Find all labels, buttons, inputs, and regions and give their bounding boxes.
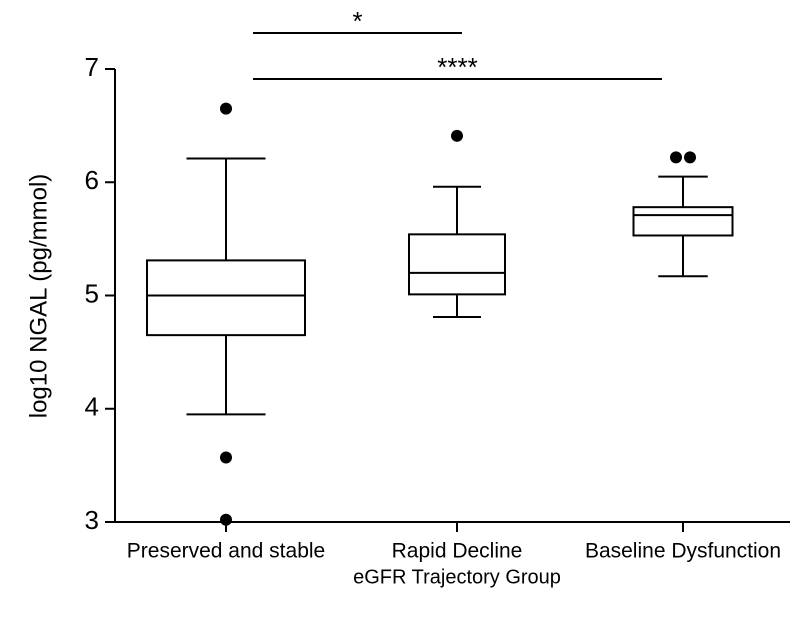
y-tick-label: 3 xyxy=(85,505,99,535)
outlier xyxy=(220,451,232,464)
box xyxy=(408,233,506,296)
x-axis-title: eGFR Trajectory Group xyxy=(353,566,561,588)
y-tick-label: 5 xyxy=(85,278,99,308)
outlier xyxy=(684,151,696,164)
y-tick-label: 4 xyxy=(85,392,99,422)
box xyxy=(632,206,734,237)
outlier xyxy=(220,102,232,115)
outlier xyxy=(220,513,232,526)
significance-label: * xyxy=(352,6,362,36)
x-tick-label: Baseline Dysfunction xyxy=(585,540,781,563)
x-tick-label: Rapid Decline xyxy=(392,540,523,563)
significance-label: **** xyxy=(437,52,477,82)
y-axis-title: log10 NGAL (pg/mmol) xyxy=(25,174,52,419)
y-tick-label: 7 xyxy=(85,52,99,82)
box xyxy=(146,259,306,337)
x-tick-label: Preserved and stable xyxy=(127,540,325,563)
outlier xyxy=(451,129,463,142)
y-tick-label: 6 xyxy=(85,165,99,195)
outlier xyxy=(670,151,682,164)
